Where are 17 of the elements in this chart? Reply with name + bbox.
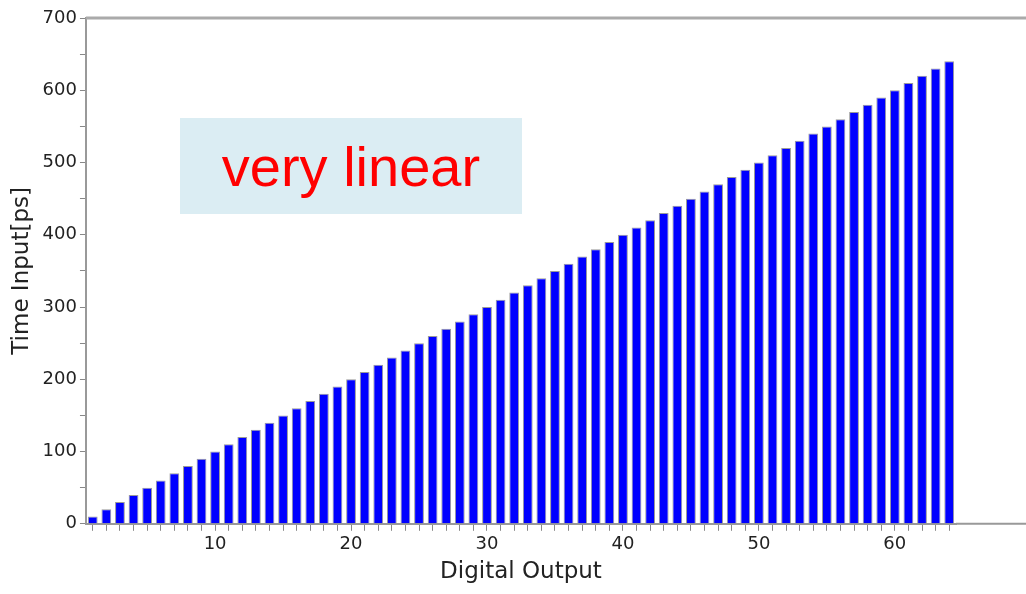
y-tick-label: 200 xyxy=(42,366,77,388)
y-tick-label: 400 xyxy=(42,222,77,244)
x-tick-label: 20 xyxy=(339,532,363,554)
y-tick-label: 0 xyxy=(65,511,77,533)
x-tick-label: 50 xyxy=(747,532,771,554)
y-tick-label: 600 xyxy=(42,77,77,99)
annotation: very linear xyxy=(180,118,522,214)
x-tick-label: 40 xyxy=(611,532,635,554)
y-tick-label: 700 xyxy=(42,5,77,27)
y-axis-title: Time Input[ps] xyxy=(6,187,33,356)
y-tick-label: 500 xyxy=(42,150,77,172)
x-tick-label: 30 xyxy=(475,532,499,554)
x-tick-label: 10 xyxy=(203,532,227,554)
x-tick-label: 60 xyxy=(883,532,907,554)
x-axis-title: Digital Output xyxy=(440,557,602,584)
y-tick-label: 100 xyxy=(42,439,77,461)
y-tick-label: 300 xyxy=(42,294,77,316)
